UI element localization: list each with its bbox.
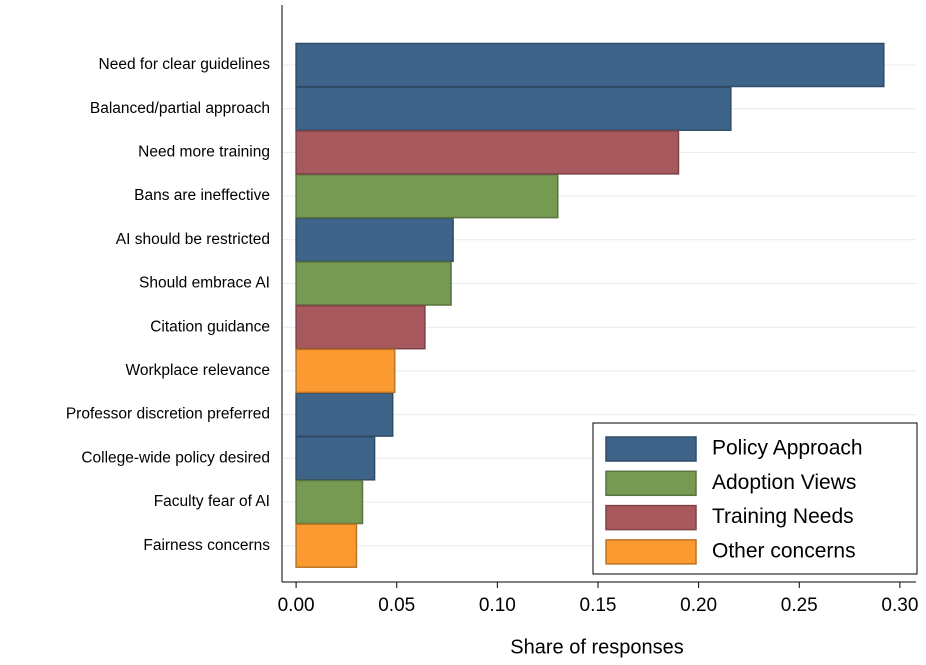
legend-swatch (605, 539, 697, 565)
bar (295, 348, 396, 394)
y-tick-label: Professor discretion preferred (66, 406, 270, 423)
bar (295, 130, 680, 175)
bar (295, 436, 376, 481)
x-tick-label: 0.00 (278, 595, 315, 616)
bar (295, 42, 885, 88)
bar (295, 523, 358, 568)
legend-swatch (605, 436, 697, 462)
x-tick-label: 0.20 (680, 595, 717, 616)
y-tick-label: Should embrace AI (139, 275, 270, 292)
legend-label: Adoption Views (712, 471, 856, 494)
bar (295, 392, 394, 437)
legend-swatch (605, 504, 697, 531)
legend: Policy Approach Adoption Views Training Ne… (592, 422, 918, 575)
x-tick-label: 0.30 (881, 595, 918, 616)
y-tick-label: Faculty fear of AI (154, 493, 270, 510)
x-tick-label: 0.15 (580, 595, 617, 616)
bar (295, 86, 732, 131)
y-tick-label: College-wide policy desired (81, 449, 270, 466)
bar (295, 217, 454, 263)
bar (295, 304, 426, 350)
x-tick-label: 0.25 (781, 595, 818, 616)
bar (295, 479, 364, 525)
y-tick-label: Workplace relevance (126, 362, 270, 379)
y-tick-label: Bans are ineffective (134, 187, 270, 204)
bar (295, 173, 559, 219)
y-tick-label: AI should be restricted (116, 231, 270, 248)
y-tick-label: Need more training (138, 143, 270, 160)
y-tick-label: Citation guidance (150, 318, 270, 335)
y-tick-label: Fairness concerns (143, 537, 270, 554)
legend-label: Training Needs (712, 505, 854, 528)
x-tick-label: 0.10 (479, 595, 516, 616)
x-axis-title: Share of responses (510, 636, 683, 658)
y-tick-label: Balanced/partial approach (90, 100, 270, 117)
legend-swatch (605, 470, 697, 497)
x-tick-label: 0.05 (378, 595, 415, 616)
legend-label: Other concerns (712, 539, 856, 562)
bar (295, 261, 452, 306)
y-tick-label: Need for clear guidelines (99, 56, 271, 73)
legend-label: Policy Approach (712, 437, 863, 460)
